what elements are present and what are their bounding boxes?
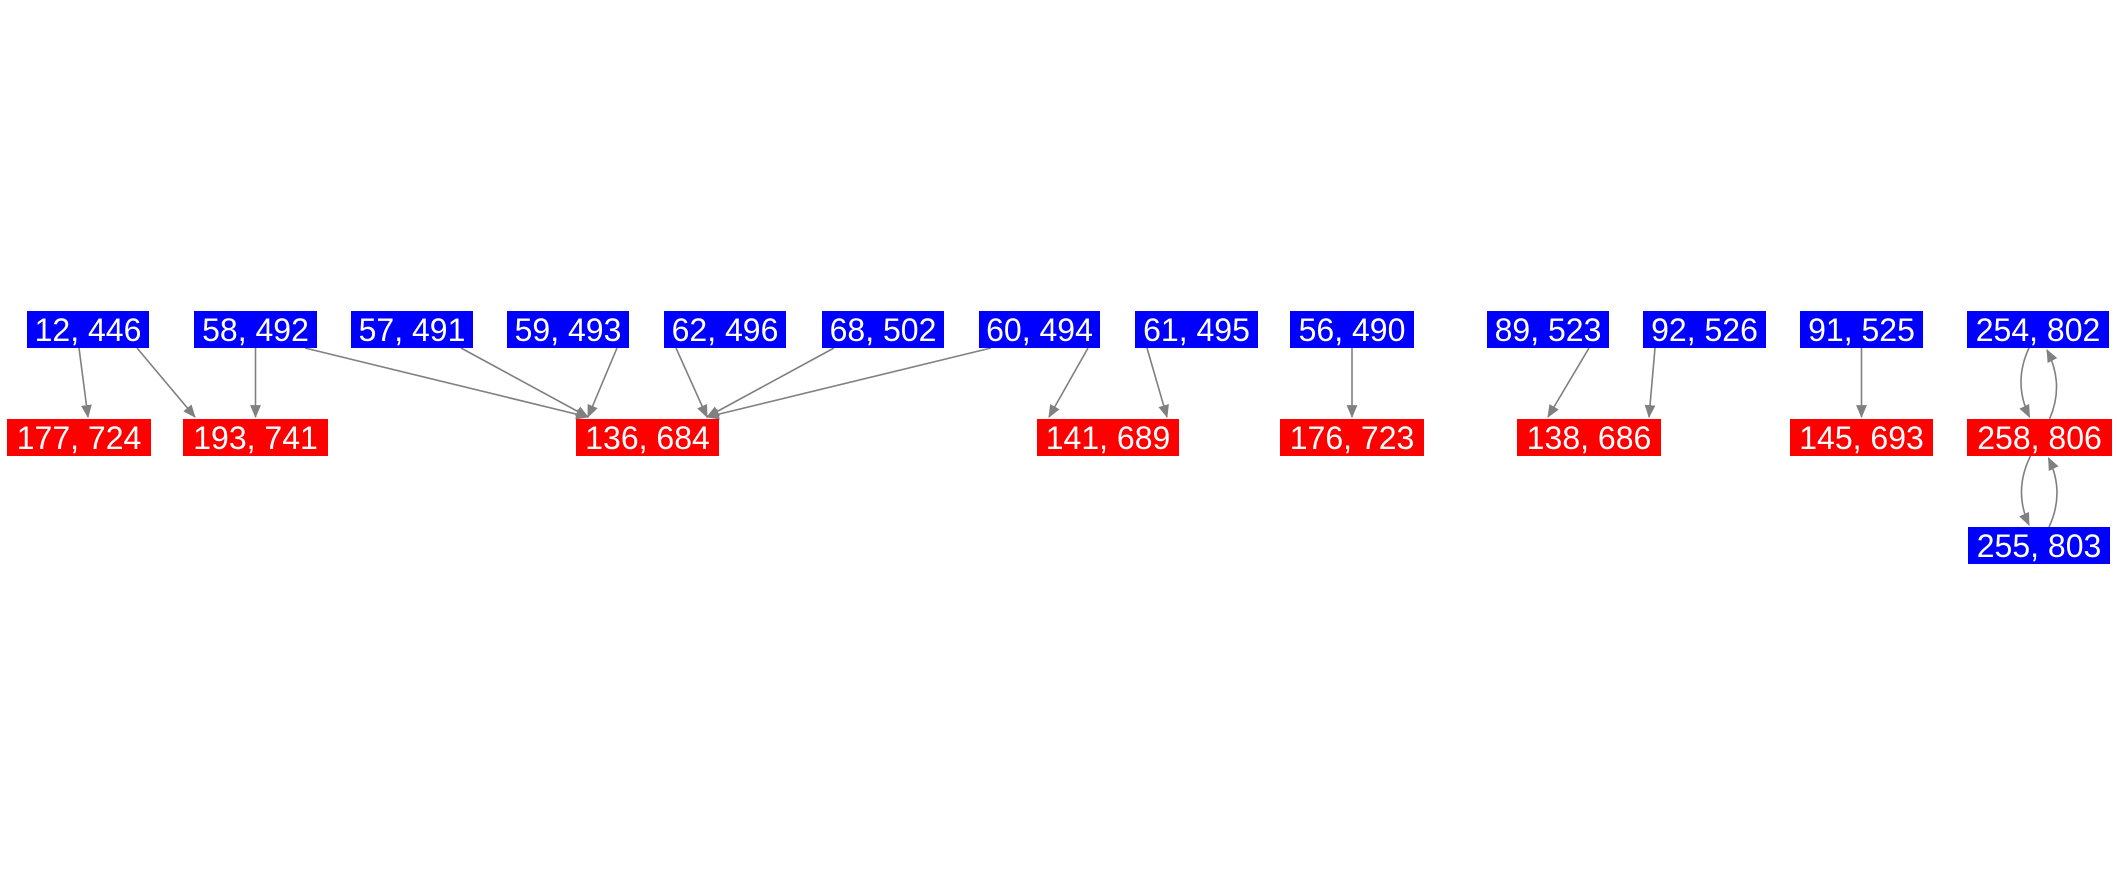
node-label: 145, 693 [1799, 419, 1924, 456]
edge-258-806-to-254-802 [2046, 349, 2058, 420]
node-62-496: 62, 496 [664, 311, 786, 348]
node-56-490: 56, 490 [1290, 311, 1414, 348]
node-label: 254, 802 [1975, 311, 2101, 348]
node-57-491: 57, 491 [351, 311, 473, 348]
node-258-806: 258, 806 [1967, 419, 2112, 456]
node-label: 89, 523 [1494, 311, 1602, 348]
node-145-693: 145, 693 [1790, 419, 1933, 456]
node-193-741: 193, 741 [183, 419, 328, 456]
node-label: 255, 803 [1976, 527, 2102, 564]
node-label: 141, 689 [1045, 419, 1171, 456]
edge-62-496-to-136-684 [675, 347, 708, 418]
node-label: 61, 495 [1143, 311, 1250, 348]
node-label: 177, 724 [16, 419, 142, 456]
node-label: 12, 446 [34, 311, 142, 348]
node-136-684: 136, 684 [576, 419, 719, 456]
node-label: 59, 493 [514, 311, 622, 348]
node-58-492: 58, 492 [194, 311, 317, 348]
node-92-526: 92, 526 [1643, 311, 1766, 348]
node-label: 258, 806 [1977, 419, 2102, 456]
node-89-523: 89, 523 [1487, 311, 1609, 348]
node-177-724: 177, 724 [7, 419, 151, 456]
edge-57-491-to-136-684 [460, 347, 589, 418]
edge-254-802-to-258-806 [2019, 347, 2031, 418]
edge-59-493-to-136-684 [587, 347, 618, 418]
edge-255-803-to-258-806 [2047, 457, 2059, 528]
node-label: 58, 492 [202, 311, 309, 348]
edge-12-446-to-193-741 [136, 347, 196, 418]
node-label: 56, 490 [1298, 311, 1406, 348]
edge-61-495-to-141-689 [1146, 347, 1169, 419]
node-138-686: 138, 686 [1517, 419, 1661, 456]
edge-12-446-to-177-724 [78, 347, 92, 419]
node-12-446: 12, 446 [27, 311, 149, 348]
node-176-723: 176, 723 [1280, 419, 1424, 456]
node-label: 92, 526 [1651, 311, 1758, 348]
edge-60-494-to-141-689 [1048, 347, 1089, 418]
node-91-525: 91, 525 [1800, 311, 1923, 348]
node-label: 62, 496 [671, 311, 779, 348]
node-141-689: 141, 689 [1037, 419, 1179, 456]
node-60-494: 60, 494 [979, 311, 1100, 348]
edge-58-492-to-136-684 [304, 347, 590, 420]
node-label: 60, 494 [986, 311, 1093, 348]
edge-68-502-to-136-684 [706, 347, 835, 418]
edge-258-806-to-255-803 [2019, 455, 2032, 526]
node-label: 138, 686 [1526, 419, 1652, 456]
node-label: 91, 525 [1808, 311, 1915, 348]
node-label: 176, 723 [1289, 419, 1415, 456]
node-label: 57, 491 [358, 311, 466, 348]
node-label: 136, 684 [585, 419, 710, 456]
node-254-802: 254, 802 [1967, 311, 2109, 348]
node-label: 68, 502 [829, 311, 937, 348]
node-label: 193, 741 [193, 419, 318, 456]
edge-60-494-to-136-684 [705, 347, 992, 420]
node-61-495: 61, 495 [1135, 311, 1258, 348]
node-255-803: 255, 803 [1968, 527, 2110, 564]
node-59-493: 59, 493 [507, 311, 629, 348]
node-68-502: 68, 502 [822, 311, 944, 348]
edge-89-523-to-138-686 [1547, 347, 1590, 418]
edge-92-526-to-138-686 [1644, 347, 1656, 419]
